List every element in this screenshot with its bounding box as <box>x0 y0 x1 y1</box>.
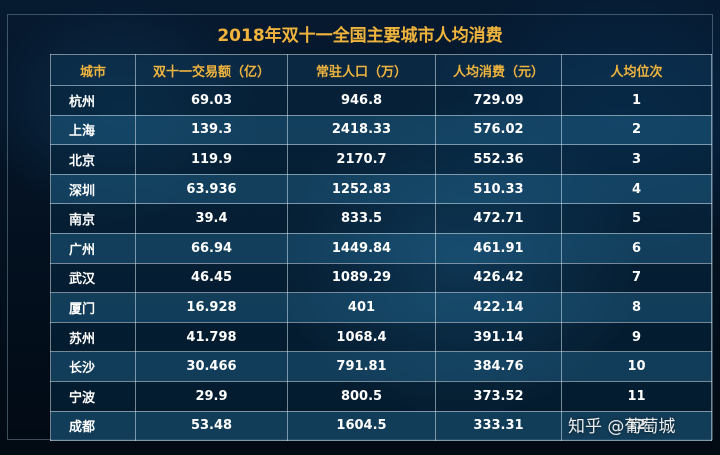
table-row: 深圳 63.936 1252.83 510.33 4 <box>50 173 712 205</box>
cell-city: 广州 <box>50 232 136 264</box>
cell-transaction: 30.466 <box>135 351 288 382</box>
cell-city: 上海 <box>50 114 136 146</box>
cell-population: 1449.84 <box>287 232 436 264</box>
cell-population: 791.81 <box>287 351 436 382</box>
cell-city: 厦门 <box>50 292 136 323</box>
cell-per-capita: 552.36 <box>435 144 562 175</box>
cell-population: 800.5 <box>287 380 436 412</box>
cell-city: 北京 <box>50 144 136 175</box>
table-row: 武汉 46.45 1089.29 426.42 7 <box>50 262 712 294</box>
cell-city: 苏州 <box>50 321 136 353</box>
cell-transaction: 46.45 <box>135 262 288 294</box>
cell-city: 杭州 <box>50 85 136 116</box>
cell-city: 长沙 <box>50 351 136 382</box>
cell-population: 1068.4 <box>287 321 436 353</box>
cell-per-capita: 510.33 <box>435 173 562 205</box>
cell-per-capita: 422.14 <box>435 292 562 323</box>
cell-rank: 8 <box>561 292 712 323</box>
table-row: 宁波 29.9 800.5 373.52 11 <box>50 380 712 412</box>
cell-transaction: 29.9 <box>135 380 288 412</box>
cell-city: 南京 <box>50 203 136 234</box>
cell-per-capita: 333.31 <box>435 410 562 442</box>
cell-rank: 7 <box>561 262 712 294</box>
cell-city: 深圳 <box>50 173 136 205</box>
cell-population: 2170.7 <box>287 144 436 175</box>
table-row: 广州 66.94 1449.84 461.91 6 <box>50 232 712 264</box>
cell-transaction: 39.4 <box>135 203 288 234</box>
cell-rank: 10 <box>561 351 712 382</box>
cell-transaction: 41.798 <box>135 321 288 353</box>
table-row: 上海 139.3 2418.33 576.02 2 <box>50 114 712 146</box>
cell-rank: 5 <box>561 203 712 234</box>
header-rank: 人均位次 <box>561 54 712 86</box>
table-row: 北京 119.9 2170.7 552.36 3 <box>50 144 712 175</box>
header-population: 常驻人口（万） <box>287 54 436 86</box>
cell-transaction: 139.3 <box>135 114 288 146</box>
cell-rank: 9 <box>561 321 712 353</box>
cell-transaction: 53.48 <box>135 410 288 442</box>
cell-population: 1252.83 <box>287 173 436 205</box>
table-row: 成都 53.48 1604.5 333.31 12 <box>50 410 712 442</box>
table-row: 厦门 16.928 401 422.14 8 <box>50 292 712 323</box>
consumption-table: 城市 双十一交易额（亿） 常驻人口（万） 人均消费（元） 人均位次 杭州 69.0… <box>50 54 712 442</box>
table-row: 苏州 41.798 1068.4 391.14 9 <box>50 321 712 353</box>
cell-per-capita: 373.52 <box>435 380 562 412</box>
cell-city: 武汉 <box>50 262 136 294</box>
table-row: 长沙 30.466 791.81 384.76 10 <box>50 351 712 382</box>
cell-transaction: 63.936 <box>135 173 288 205</box>
cell-rank: 2 <box>561 114 712 146</box>
cell-per-capita: 384.76 <box>435 351 562 382</box>
cell-population: 401 <box>287 292 436 323</box>
table-row: 南京 39.4 833.5 472.71 5 <box>50 203 712 234</box>
header-per-capita: 人均消费（元） <box>435 54 562 86</box>
watermark: 知乎 @葡萄城 <box>568 417 676 437</box>
cell-rank: 3 <box>561 144 712 175</box>
cell-per-capita: 426.42 <box>435 262 562 294</box>
table-body: 杭州 69.03 946.8 729.09 1 上海 139.3 2418.33 576.02 2… <box>50 85 712 442</box>
header-row: 城市 双十一交易额（亿） 常驻人口（万） 人均消费（元） 人均位次 <box>50 54 712 86</box>
cell-population: 946.8 <box>287 85 436 116</box>
cell-rank: 12 <box>561 410 712 442</box>
cell-per-capita: 472.71 <box>435 203 562 234</box>
header-transaction: 双十一交易额（亿） <box>135 54 288 86</box>
table-title: 2018年双十一全国主要城市人均消费 <box>217 26 503 46</box>
cell-transaction: 16.928 <box>135 292 288 323</box>
header-city: 城市 <box>50 54 136 86</box>
cell-per-capita: 461.91 <box>435 232 562 264</box>
cell-per-capita: 391.14 <box>435 321 562 353</box>
cell-rank: 11 <box>561 380 712 412</box>
cell-transaction: 66.94 <box>135 232 288 264</box>
cell-population: 1604.5 <box>287 410 436 442</box>
cell-population: 1089.29 <box>287 262 436 294</box>
cell-rank: 6 <box>561 232 712 264</box>
cell-rank: 1 <box>561 85 712 116</box>
cell-rank: 4 <box>561 173 712 205</box>
cell-per-capita: 729.09 <box>435 85 562 116</box>
cell-population: 2418.33 <box>287 114 436 146</box>
cell-city: 宁波 <box>50 380 136 412</box>
table-row: 杭州 69.03 946.8 729.09 1 <box>50 85 712 116</box>
cell-population: 833.5 <box>287 203 436 234</box>
cell-transaction: 69.03 <box>135 85 288 116</box>
cell-city: 成都 <box>50 410 136 442</box>
cell-per-capita: 576.02 <box>435 114 562 146</box>
cell-transaction: 119.9 <box>135 144 288 175</box>
